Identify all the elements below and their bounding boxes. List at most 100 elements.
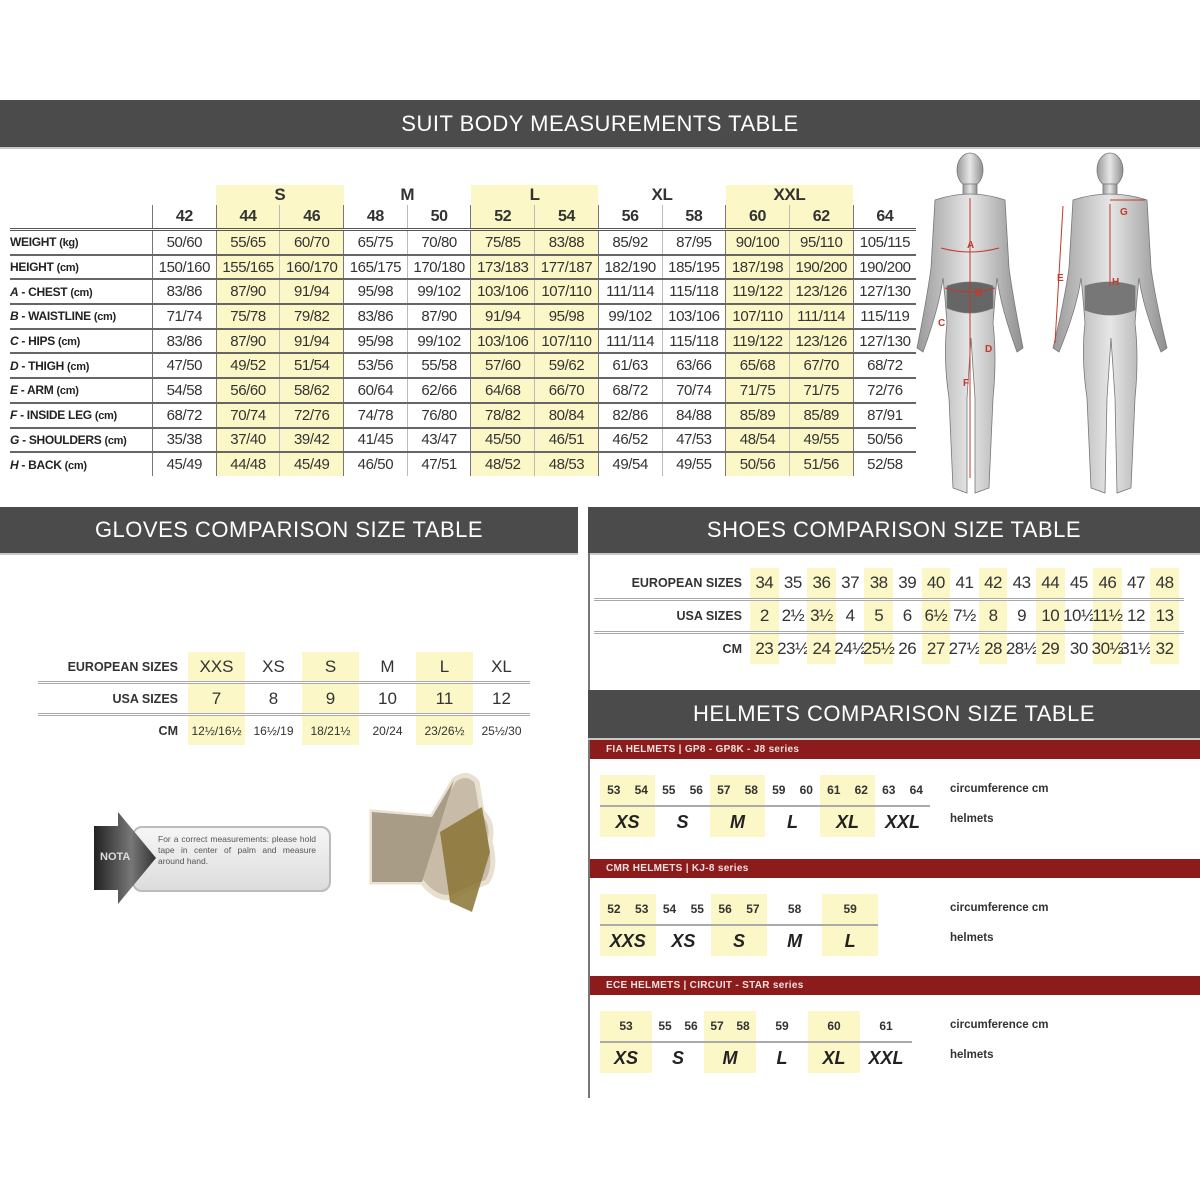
helmet-size-group: 61 XXL	[860, 1011, 912, 1073]
circumference-value: 55	[662, 783, 676, 797]
table-cell: 6½	[921, 601, 951, 631]
figure-label-g: G	[1120, 207, 1128, 218]
table-cell: 60/70	[279, 229, 344, 256]
helmet-size-table: 53 54 XS 55 56 S 57 58 M 59 60 L 61 62 XL 63 64 XXL	[600, 775, 930, 837]
helmet-series-bar: ECE HELMETS | CIRCUIT - STAR series	[590, 976, 1200, 995]
table-cell: XL	[491, 656, 512, 676]
measure-name: SHOULDERS	[28, 432, 102, 447]
helmet-size: XXL	[868, 1047, 904, 1068]
table-cell: 45/49	[279, 452, 344, 476]
table-cell: 190/200	[852, 254, 917, 281]
row-label: H - BACK (cm)	[10, 457, 87, 472]
table-cell: 37	[841, 573, 860, 592]
table-cell: 30½	[1092, 634, 1124, 664]
figure-label-a: A	[967, 240, 974, 251]
table-row: B - WAISTLINE (cm) 71/74 75/78 79/82 83/86 87…	[10, 304, 917, 330]
circumference-value: 59	[843, 902, 857, 916]
row-label: CM	[722, 642, 742, 656]
table-row: A - CHEST (cm) 83/86 87/90 91/94 95/98 99/102…	[10, 279, 917, 306]
circumference-value: 54	[662, 902, 677, 916]
circumference-label: circumference cm	[950, 783, 1049, 795]
size-number: 64	[852, 205, 917, 231]
table-cell: 123/126	[788, 328, 854, 355]
gloves-table-title: GLOVES COMPARISON SIZE TABLE	[94, 517, 484, 542]
helmet-size-group: 53 XS	[600, 1011, 652, 1073]
table-cell: 43	[1012, 573, 1031, 592]
table-cell: 107/110	[725, 304, 790, 330]
measure-unit: (cm)	[56, 262, 79, 275]
table-cell: 45/50	[470, 427, 535, 454]
table-cell: XS	[262, 656, 285, 676]
table-cell: 60/64	[343, 378, 408, 404]
circumference-value: 63	[882, 783, 896, 797]
table-cell: 84/88	[661, 402, 726, 429]
table-cell: 41	[955, 573, 974, 592]
table-cell: 70/74	[215, 402, 280, 429]
table-cell: 111/114	[597, 279, 662, 306]
table-cell: 8	[978, 601, 1008, 631]
table-cell: 7½	[953, 606, 976, 625]
row-label: WEIGHT (kg)	[10, 229, 153, 256]
circumference-values: 57 58	[704, 1011, 756, 1043]
helmets-label: helmets	[950, 932, 994, 944]
table-cell: 95/98	[534, 304, 599, 330]
table-cell: 65/75	[343, 229, 408, 256]
table-cell: 72/76	[279, 402, 344, 429]
table-cell: 39	[898, 573, 917, 592]
table-cell: 65/68	[725, 353, 790, 380]
circumference-label: circumference cm	[950, 902, 1049, 914]
shoes-size-table: EUROPEAN SIZES 34 35 36 37 38 39 40 41 42 43 44 45 46…	[594, 568, 1184, 664]
table-cell: 87/90	[215, 328, 280, 355]
gloves-size-table: EUROPEAN SIZES XXS XS S M L XL USA SIZES 7 8 9 10 11…	[38, 652, 530, 745]
table-cell: 2	[750, 601, 779, 631]
table-cell: 24½	[834, 639, 866, 658]
table-row: C - HIPS (cm) 83/86 87/90 91/94 95/98 99/102 1…	[10, 328, 917, 355]
measure-unit: (cm)	[67, 360, 90, 373]
circumference-value: 58	[744, 783, 758, 797]
figure-label-b: B	[975, 288, 982, 299]
table-cell: 44	[1035, 568, 1065, 598]
helmet-size-group: 55 56 S	[655, 775, 710, 837]
measure-letter: F	[10, 408, 18, 423]
table-cell: 56/60	[215, 378, 280, 404]
size-group-label: L	[470, 185, 599, 205]
circumference-value: 64	[909, 783, 923, 797]
circumference-value: 55	[690, 902, 704, 916]
helmets-table-header: HELMETS COMPARISON SIZE TABLE	[588, 690, 1200, 738]
table-row: E - ARM (cm) 54/58 56/60 58/62 60/64 62/66 64/…	[10, 378, 917, 404]
measure-letter: H	[10, 457, 19, 472]
helmet-size: L	[787, 811, 798, 832]
table-cell: 39/42	[279, 427, 344, 454]
circumference-value: 56	[684, 1019, 698, 1033]
table-cell: 87/90	[406, 304, 471, 330]
measure-letter: G	[10, 432, 20, 447]
helmet-size-group: 59 L	[756, 1011, 808, 1073]
measure-unit: (cm)	[64, 459, 87, 472]
table-cell: 9	[302, 684, 359, 713]
circumference-value: 57	[746, 902, 760, 916]
table-cell: 150/160	[152, 254, 217, 281]
helmet-size-group: 57 58 M	[710, 775, 765, 837]
table-cell: 5	[864, 601, 893, 631]
table-cell: 23/26½	[416, 716, 473, 745]
table-cell: 72/76	[852, 378, 917, 404]
circumference-value: 56	[689, 783, 703, 797]
table-cell: 29	[1035, 634, 1065, 664]
table-cell: 4	[845, 606, 855, 625]
helmet-size-group: 59 60 L	[765, 775, 820, 837]
row-label: EUROPEAN SIZES	[631, 576, 742, 590]
table-cell: 173/183	[470, 254, 535, 281]
row-label: EUROPEAN SIZES	[67, 659, 178, 674]
measure-letter: C	[10, 334, 19, 349]
table-row: EUROPEAN SIZES 34 35 36 37 38 39 40 41 42 43 44 45 46…	[594, 568, 1184, 601]
table-cell: 46	[1093, 568, 1122, 598]
helmet-size-table: 52 53 XXS 54 55 XS 56 57 S 58 M 59 L	[600, 894, 878, 956]
helmets-label: helmets	[950, 1049, 994, 1061]
section-divider	[588, 553, 590, 1098]
helmet-size: S	[732, 930, 745, 951]
empty-cell	[10, 205, 153, 231]
table-cell: 83/86	[343, 304, 408, 330]
table-cell: 34	[750, 568, 779, 598]
table-cell: 11½	[1092, 601, 1123, 631]
circumference-value: 53	[635, 902, 649, 916]
